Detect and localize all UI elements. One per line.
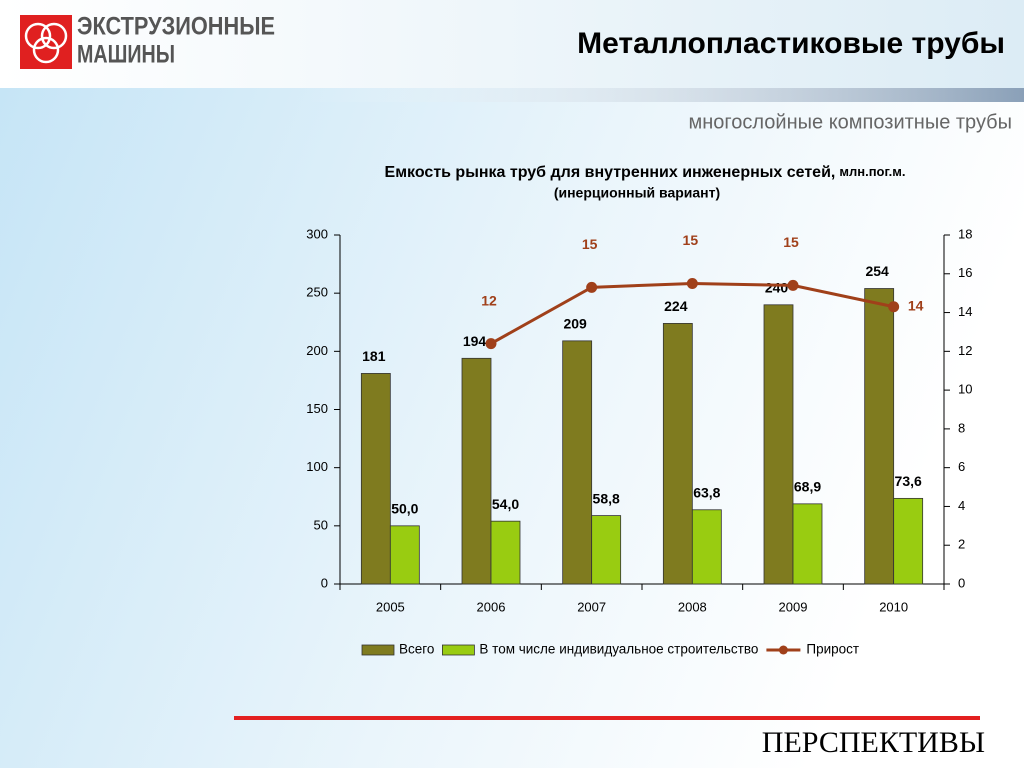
y-tick-label: 200 [306,343,328,358]
y-tick-label: 250 [306,285,328,300]
y-tick-label: 0 [321,575,328,590]
bar [792,503,823,585]
bar-value-label: 224 [664,298,688,314]
legend-label: Прирост [806,642,859,657]
legend-swatch [442,644,475,656]
chart: 0 50 100 150 200 250 300 0 2 4 6 8 10 12 14 16 18 2005 200… [306,226,972,656]
bar [360,373,391,585]
line-value-label: 15 [582,236,598,252]
logo-text: МАШИНЫ [77,41,175,69]
y2-tick-label: 0 [958,575,965,590]
y2-tick-label: 8 [958,420,965,435]
y2-tick-label: 18 [958,226,972,241]
bar [389,525,420,585]
chart-title-main: Емкость рынка труб для внутренних инжене… [385,164,836,181]
bar-value-label: 254 [865,263,889,279]
bar-value-label: 194 [463,333,487,349]
y2-tick-label: 6 [958,459,965,474]
x-tick-label: 2005 [376,599,405,614]
legend-label: В том числе индивидуальное строительство [479,642,758,657]
bar-value-label: 240 [765,280,789,296]
bar-value-label: 54,0 [492,496,519,512]
bar-value-label: 63,8 [693,484,720,500]
line-value-label: 15 [683,232,699,248]
legend-label: Всего [399,642,434,657]
line-value-label: 14 [908,297,924,313]
bar-value-label: 73,6 [895,473,922,489]
bar-value-label: 209 [563,316,587,332]
slide-title: Металлопластиковые трубы [577,27,1005,60]
header-stripe [300,88,1024,102]
line-marker [888,301,900,313]
line-value-label: 12 [481,292,497,308]
y-tick-label: 100 [306,459,328,474]
chart-title-unit: млн.пог.м. [839,164,905,179]
line-marker [485,338,497,350]
y-tick-label: 150 [306,401,328,416]
bar [562,340,593,585]
line-value-label: 15 [783,234,799,250]
bar [893,497,924,585]
x-tick-label: 2009 [779,599,808,614]
header-band [0,0,1024,88]
logo-text: ЭКСТРУЗИОННЫЕ [77,13,275,41]
line-marker [586,281,598,293]
y2-tick-label: 10 [958,382,972,397]
y2-tick-label: 4 [958,498,965,513]
x-tick-label: 2006 [477,599,506,614]
x-tick-label: 2007 [577,599,606,614]
logo [20,15,72,69]
bar [461,357,492,585]
y2-tick-label: 12 [958,343,972,358]
bar-value-label: 50,0 [391,501,418,517]
line-marker [787,279,799,291]
bar [591,515,622,585]
bar-value-label: 181 [362,348,386,364]
y2-tick-label: 2 [958,537,965,552]
bar [662,323,693,585]
y-tick-label: 50 [314,517,328,532]
bar [490,520,521,585]
bar-value-label: 68,9 [794,479,821,495]
y2-tick-label: 16 [958,265,972,280]
legend-marker [778,645,788,655]
legend-swatch [361,644,395,656]
x-tick-label: 2008 [678,599,707,614]
slide-subtitle: многослойные композитные трубы [689,111,1012,133]
line-marker [686,277,698,289]
x-tick-label: 2010 [879,599,908,614]
footer-text: ПЕРСПЕКТИВЫ [762,726,985,759]
y2-tick-label: 14 [958,304,972,319]
chart-subtitle: (инерционный вариант) [554,185,720,201]
y-tick-label: 300 [306,226,328,241]
bar [864,288,895,585]
bar [763,304,794,585]
bar-value-label: 58,8 [593,490,620,506]
bar [691,509,722,585]
chart-title: Емкость рынка труб для внутренних инжене… [385,164,906,181]
